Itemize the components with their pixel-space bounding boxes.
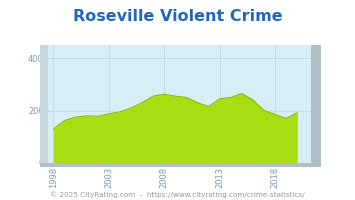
Text: Roseville Violent Crime: Roseville Violent Crime [73, 9, 282, 24]
Text: © 2025 CityRating.com  -  https://www.cityrating.com/crime-statistics/: © 2025 CityRating.com - https://www.city… [50, 191, 305, 198]
